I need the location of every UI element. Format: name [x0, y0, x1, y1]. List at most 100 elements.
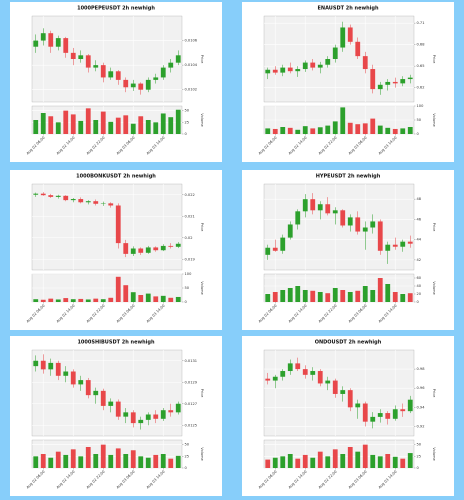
candle-body [287, 224, 293, 238]
y2-tick-label: 100 [185, 272, 193, 276]
y2-tick-label: 40 [417, 284, 422, 288]
y2-axis-label: Volume [200, 447, 204, 461]
candle-body [295, 363, 301, 370]
candle-body [392, 244, 398, 247]
candle-body [130, 248, 136, 254]
volume-plot-area [31, 439, 183, 469]
candle-body [55, 195, 61, 197]
candle-body [145, 79, 151, 90]
candle-body [85, 380, 91, 396]
candle-body [332, 210, 338, 214]
volume-bar [153, 296, 159, 302]
volume-bar [317, 292, 323, 302]
volume-bar [153, 454, 159, 468]
y-tick-label: 0.021 [185, 214, 195, 218]
chart-title: ENAUSDT 2h newhigh [317, 6, 378, 12]
candle-body [302, 62, 308, 70]
volume-bar [392, 456, 398, 468]
candle-body [377, 221, 383, 251]
volume-bar [295, 129, 301, 134]
candle-body [93, 201, 99, 204]
volume-bar [355, 290, 361, 302]
volume-bar [325, 293, 331, 302]
volume-bar [123, 115, 129, 134]
candle-body [340, 390, 346, 394]
volume-bar [175, 296, 181, 302]
candle-body [310, 371, 316, 375]
candle-body [78, 380, 84, 385]
candle-body [115, 401, 121, 417]
candle-body [175, 243, 181, 247]
y-tick-label: 0.0106 [185, 39, 198, 43]
candle-body [400, 79, 406, 84]
y2-tick-label: 0 [417, 300, 420, 304]
candle-body [33, 360, 39, 367]
volume-bar [48, 457, 54, 468]
candle-body [153, 414, 159, 419]
volume-bar [392, 292, 398, 302]
candle-body [362, 227, 368, 232]
candle-body [123, 243, 129, 254]
volume-bar [302, 290, 308, 302]
candle-body [78, 55, 84, 59]
volume-bar [340, 107, 346, 134]
volume-bar [123, 285, 129, 302]
volume-bar [310, 457, 316, 468]
y2-tick-label: 25 [185, 454, 190, 458]
y-tick-label: 42 [417, 258, 422, 262]
y-tick-label: 0.02 [185, 236, 193, 240]
volume-bar [362, 444, 368, 468]
y2-tick-label: 0 [185, 300, 188, 304]
volume-bar [362, 123, 368, 134]
y2-tick-label: 20 [417, 292, 422, 296]
candle-body [317, 371, 323, 384]
y2-tick-label: 0 [417, 466, 420, 470]
candle-body [407, 77, 413, 80]
volume-bar [347, 122, 353, 134]
volume-bar [55, 451, 61, 468]
volume-bar [265, 294, 271, 302]
volume-bar [100, 444, 106, 468]
candle-body [355, 41, 361, 57]
volume-bar [85, 299, 91, 302]
candle-body [325, 204, 331, 214]
price-plot-area [263, 349, 415, 437]
volume-bar [355, 124, 361, 134]
chart-title: 1000SHIBUSDT 2h newhigh [77, 340, 155, 346]
chart-panel: 1000PEPEUSDT 2h newhigh 0.0102 0.0104 0.010… [10, 2, 222, 162]
y2-axis-label: Volume [200, 113, 204, 127]
candle-body [70, 199, 76, 201]
candle-body [295, 211, 301, 225]
volume-bar [153, 122, 159, 134]
candle-body [385, 413, 391, 419]
y-tick-label: 0.0131 [185, 359, 198, 363]
candle-body [340, 210, 346, 226]
candle-body [287, 67, 293, 72]
candle-body [340, 27, 346, 48]
y-tick-label: 0.0104 [185, 63, 198, 67]
volume-bar [265, 459, 271, 468]
candle-body [138, 83, 144, 90]
volume-bar [332, 288, 338, 302]
volume-bar [115, 276, 121, 302]
candle-body [370, 221, 376, 228]
volume-bar [40, 454, 46, 468]
candle-body [302, 369, 308, 375]
candle-body [392, 409, 398, 419]
y2-tick-label: 50 [417, 118, 422, 122]
y-tick-label: 0.022 [185, 193, 195, 197]
volume-bar [93, 298, 99, 302]
chart-panel: ENAUSDT 2h newhigh 0.62 0.65 0.68 0.71 0 50 100… [242, 2, 454, 162]
y-tick-label: 0.98 [417, 367, 426, 371]
candle-body [160, 245, 166, 251]
volume-bar [145, 293, 151, 302]
volume-bar [317, 451, 323, 468]
y2-tick-label: 50 [185, 443, 190, 447]
volume-bar [168, 117, 174, 134]
volume-bar [145, 120, 151, 134]
volume-bar [280, 127, 286, 134]
candle-body [160, 67, 166, 78]
candle-body [78, 199, 84, 203]
volume-bar [377, 125, 383, 134]
chart-title: HYPEUSDT 2h newhigh [316, 174, 381, 180]
